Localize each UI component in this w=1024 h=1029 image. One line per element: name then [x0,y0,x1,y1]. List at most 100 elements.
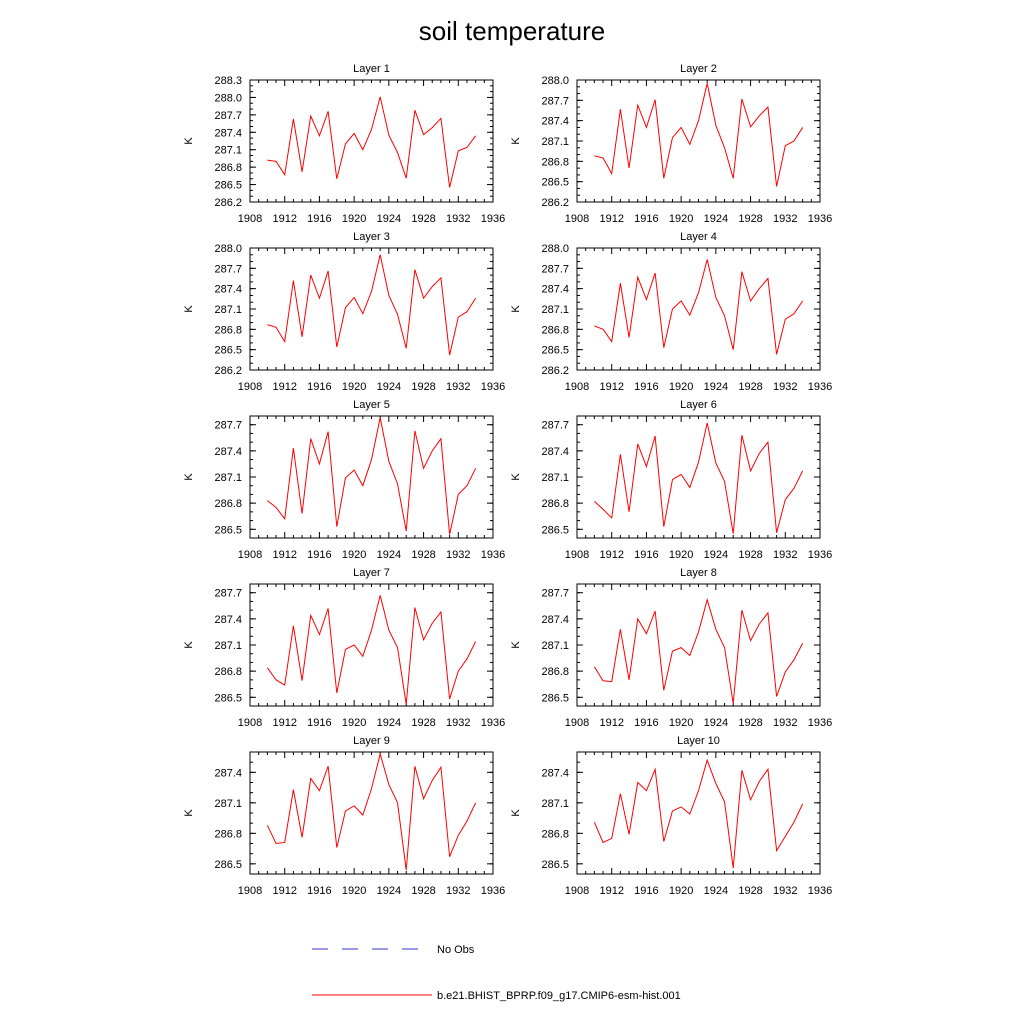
x-tick-label: 1924 [704,381,728,393]
plot-frame [576,583,821,707]
x-tick-label: 1908 [238,885,262,897]
y-axis-label: K [510,137,522,145]
x-tick-label: 1924 [377,717,401,729]
legend: No Obs b.e21.BHIST_BPRP.f09_g17.CMIP6-es… [312,944,681,1002]
series-line [267,417,477,535]
y-tick-label: 287.1 [214,304,242,316]
x-tick-label: 1936 [808,213,832,225]
panel-title: Layer 6 [680,399,717,411]
x-tick-label: 1924 [704,213,728,225]
x-tick-label: 1916 [307,381,331,393]
y-tick-label: 287.7 [214,588,242,600]
y-tick-label: 287.1 [541,472,569,484]
x-tick-label: 1928 [738,885,762,897]
x-tick-label: 1908 [238,717,262,729]
x-tick-label: 1920 [669,213,693,225]
x-tick-label: 1928 [411,885,435,897]
x-tick-label: 1932 [446,381,470,393]
y-tick-label: 286.8 [214,162,242,174]
y-axis-label: K [510,809,522,817]
x-tick-label: 1908 [565,549,589,561]
y-tick-label: 287.1 [214,640,242,652]
x-tick-label: 1936 [808,381,832,393]
panel-layer-2: Layer 2 K 1908 1912 1916 1920 1924 1928 1932 1936… [510,63,832,225]
series-line [266,595,477,705]
panel-layer-5: Layer 5 K 1908 1912 1916 1920 1924 1928 1932 1936… [183,399,505,561]
plot-frame [249,751,494,875]
x-tick-label: 1916 [307,885,331,897]
y-tick-label: 287.4 [541,116,569,128]
x-tick-label: 1920 [342,381,366,393]
panel-layer-7: Layer 7 K 1908 1912 1916 1920 1924 1928 1932 1936… [183,567,505,729]
x-tick-label: 1932 [773,717,797,729]
figure-title: soil temperature [419,16,605,46]
panels: Layer 1 K 1908 1912 1916 1920 1924 1928 1932 1936… [183,63,832,897]
y-tick-label: 287.7 [541,95,569,107]
x-tick-label: 1916 [307,549,331,561]
x-tick-label: 1908 [565,717,589,729]
x-tick-label: 1936 [481,885,505,897]
x-tick-label: 1928 [411,381,435,393]
x-tick-label: 1936 [808,717,832,729]
x-tick-label: 1924 [377,885,401,897]
plot-frame [249,583,494,707]
panel-layer-6: Layer 6 K 1908 1912 1916 1920 1924 1928 1932 1936… [510,399,832,561]
y-tick-label: 286.8 [214,498,242,510]
x-tick-label: 1936 [481,549,505,561]
x-tick-label: 1932 [773,213,797,225]
plot-frame [576,415,821,539]
x-tick-label: 1928 [738,549,762,561]
x-tick-label: 1920 [669,549,693,561]
y-tick-label: 287.7 [214,263,242,275]
y-tick-label: 287.4 [214,284,242,296]
y-tick-label: 286.5 [541,524,569,536]
x-tick-label: 1908 [565,885,589,897]
x-tick-label: 1924 [377,213,401,225]
y-tick-label: 287.4 [541,767,569,779]
x-tick-label: 1924 [704,717,728,729]
plot-frame [249,415,494,539]
y-tick-label: 287.7 [541,263,569,275]
x-tick-label: 1932 [773,549,797,561]
y-tick-label: 288.0 [541,243,569,255]
x-tick-label: 1936 [808,885,832,897]
x-tick-label: 1916 [634,381,658,393]
y-tick-label: 287.4 [214,614,242,626]
y-tick-label: 286.2 [541,365,569,377]
panel-title: Layer 8 [680,567,717,579]
x-tick-label: 1908 [565,381,589,393]
y-tick-label: 286.5 [214,859,242,871]
x-tick-label: 1924 [377,549,401,561]
x-tick-label: 1912 [272,549,296,561]
x-tick-label: 1912 [272,717,296,729]
y-tick-label: 287.7 [214,420,242,432]
series-line [267,96,477,188]
series-line [266,752,477,870]
y-tick-label: 286.5 [541,177,569,189]
x-tick-label: 1920 [669,717,693,729]
y-tick-label: 286.8 [541,324,569,336]
plot-frame [249,79,494,203]
x-tick-label: 1912 [599,885,623,897]
series-line [594,83,804,187]
x-tick-label: 1928 [411,717,435,729]
y-tick-label: 287.1 [541,798,569,810]
y-tick-label: 288.0 [214,243,242,255]
y-tick-label: 288.3 [214,75,242,87]
panel-title: Layer 3 [353,231,390,243]
panel-title: Layer 10 [677,735,720,747]
series-line [593,597,804,704]
x-tick-label: 1928 [738,381,762,393]
y-tick-label: 287.7 [541,420,569,432]
x-tick-label: 1936 [481,717,505,729]
y-tick-label: 286.2 [214,197,242,209]
x-tick-label: 1908 [238,381,262,393]
panel-title: Layer 4 [680,231,717,243]
y-tick-label: 287.4 [214,127,242,139]
x-tick-label: 1916 [634,549,658,561]
x-tick-label: 1908 [565,213,589,225]
x-tick-label: 1916 [634,885,658,897]
x-tick-label: 1928 [411,549,435,561]
